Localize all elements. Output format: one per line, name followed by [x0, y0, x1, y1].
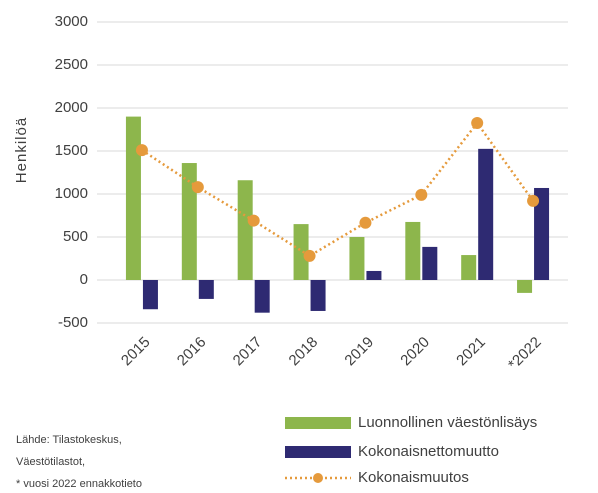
marker — [191, 181, 204, 194]
x-tick-label: 2019 — [341, 334, 377, 370]
bar — [254, 280, 270, 313]
bar — [405, 221, 421, 280]
y-tick-label: 0 — [80, 271, 88, 288]
x-tick-label: 2018 — [286, 334, 322, 370]
x-tick-label: *2022 — [505, 334, 545, 374]
bar — [461, 255, 477, 280]
bar — [310, 280, 326, 311]
legend-swatch — [313, 473, 323, 483]
marker — [415, 188, 428, 201]
marker — [359, 216, 372, 229]
bar — [125, 116, 141, 280]
bar — [422, 246, 438, 280]
bar — [366, 270, 382, 280]
marker — [471, 117, 484, 130]
bar — [349, 237, 365, 280]
marker — [527, 194, 540, 207]
bar — [181, 163, 197, 280]
note: * vuosi 2022 ennakkotieto — [16, 478, 142, 490]
bar — [517, 280, 533, 293]
x-tick-label: 2020 — [397, 334, 433, 370]
legend-swatch — [285, 446, 351, 458]
bar — [237, 180, 253, 280]
marker — [247, 214, 260, 227]
y-tick-label: 1000 — [55, 185, 88, 202]
y-tick-label: 2000 — [55, 99, 88, 116]
x-tick-label: 2015 — [118, 334, 154, 370]
y-tick-label: 3000 — [55, 13, 88, 30]
x-tick-label: 2021 — [453, 334, 489, 370]
y-tick-label: 1500 — [55, 142, 88, 159]
legend-label: Kokonaisnettomuutto — [358, 443, 499, 460]
x-tick-label: 2017 — [230, 334, 266, 370]
y-axis-label: Henkilöä — [13, 117, 30, 183]
note: Lähde: Tilastokeskus, — [16, 434, 122, 446]
line — [141, 120, 535, 258]
marker — [303, 249, 316, 262]
legend-label: Luonnollinen väestönlisäys — [358, 414, 537, 431]
note: Väestötilastot, — [16, 456, 85, 468]
bar — [534, 187, 550, 280]
legend-swatch — [285, 417, 351, 429]
bar — [198, 280, 214, 299]
y-tick-label: 2500 — [55, 56, 88, 73]
legend-label: Kokonaismuutos — [358, 469, 469, 486]
y-tick-label: 500 — [63, 228, 88, 245]
y-tick-label: -500 — [58, 314, 88, 331]
marker — [135, 144, 148, 157]
bar — [142, 280, 158, 310]
x-tick-label: 2016 — [174, 334, 210, 370]
bar — [293, 224, 309, 280]
bar — [478, 148, 494, 280]
